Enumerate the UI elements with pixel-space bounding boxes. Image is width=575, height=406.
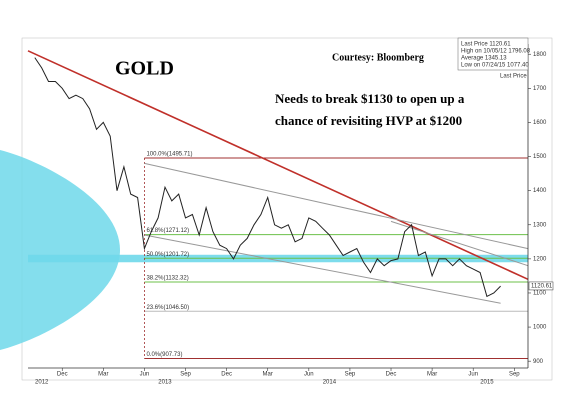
x-tick-label: Mar (427, 372, 437, 378)
y-tick-label: 1800 (533, 52, 547, 58)
x-tick-label: Sep (180, 372, 191, 378)
trendline-channel-bottom (144, 234, 501, 304)
x-tick-label: Dec (221, 372, 232, 378)
x-tick-label: Jun (140, 372, 150, 378)
x-tick-label: Sep (345, 372, 356, 378)
x-tick-label: Mar (98, 372, 108, 378)
legend-box (457, 37, 529, 71)
trendline-resistance (27, 50, 529, 281)
annotation: Needs to break $1130 to open up a (275, 91, 465, 106)
legend-entry: High on 10/05/12 1796.08 (461, 49, 531, 55)
y-tick-label: 1600 (533, 120, 547, 126)
trendline-channel-top (144, 162, 529, 250)
x-tick-label: Dec (386, 372, 397, 378)
fib-label: 100.0%(1495.71) (146, 152, 192, 158)
y-tick-label: 1100 (533, 291, 547, 297)
x-tick-label: Jun (304, 372, 314, 378)
chart-title: GOLD (115, 58, 174, 80)
y-tick-label: 900 (533, 359, 544, 365)
fib-label: 50.0%(1201.72) (146, 252, 189, 258)
trendline-mid (390, 220, 529, 267)
year-label: 2015 (480, 380, 494, 386)
y-tick-label: 1000 (533, 325, 547, 331)
year-label: 2012 (35, 380, 49, 386)
fib-label: 23.6%(1046.50) (146, 305, 189, 311)
annotation: chance of revisiting HVP at $1200 (275, 113, 462, 128)
volume-profile (0, 150, 120, 350)
y-tick-label: 1500 (533, 154, 547, 160)
price-line (34, 57, 501, 298)
year-label: 2013 (158, 380, 172, 386)
fib-label: 61.8%(1271.12) (146, 228, 189, 234)
fib-label: 38.2%(1132.32) (146, 276, 188, 282)
x-tick-label: Dec (57, 372, 68, 378)
last-price-label: 1120.61 (531, 284, 553, 290)
legend-series: Last Price (500, 74, 527, 80)
y-tick-label: 1400 (533, 188, 547, 194)
frame (21, 37, 553, 381)
year-label: 2014 (323, 380, 337, 386)
y-tick-label: 1700 (533, 86, 547, 92)
x-tick-label: Jun (468, 372, 478, 378)
legend-entry: Last Price 1120.61 (461, 42, 511, 48)
x-tick-label: Sep (509, 372, 520, 378)
legend-entry: Average 1345.13 (461, 56, 507, 62)
source: Courtesy: Bloomberg (332, 52, 424, 63)
fib-label: 0.0%(907.73) (146, 352, 182, 358)
legend-entry: Low on 07/24/15 1077.40 (461, 63, 529, 69)
y-tick-label: 1300 (533, 222, 547, 228)
y-tick-label: 1200 (533, 256, 547, 262)
last-price-box (528, 281, 554, 291)
x-tick-label: Mar (263, 372, 273, 378)
